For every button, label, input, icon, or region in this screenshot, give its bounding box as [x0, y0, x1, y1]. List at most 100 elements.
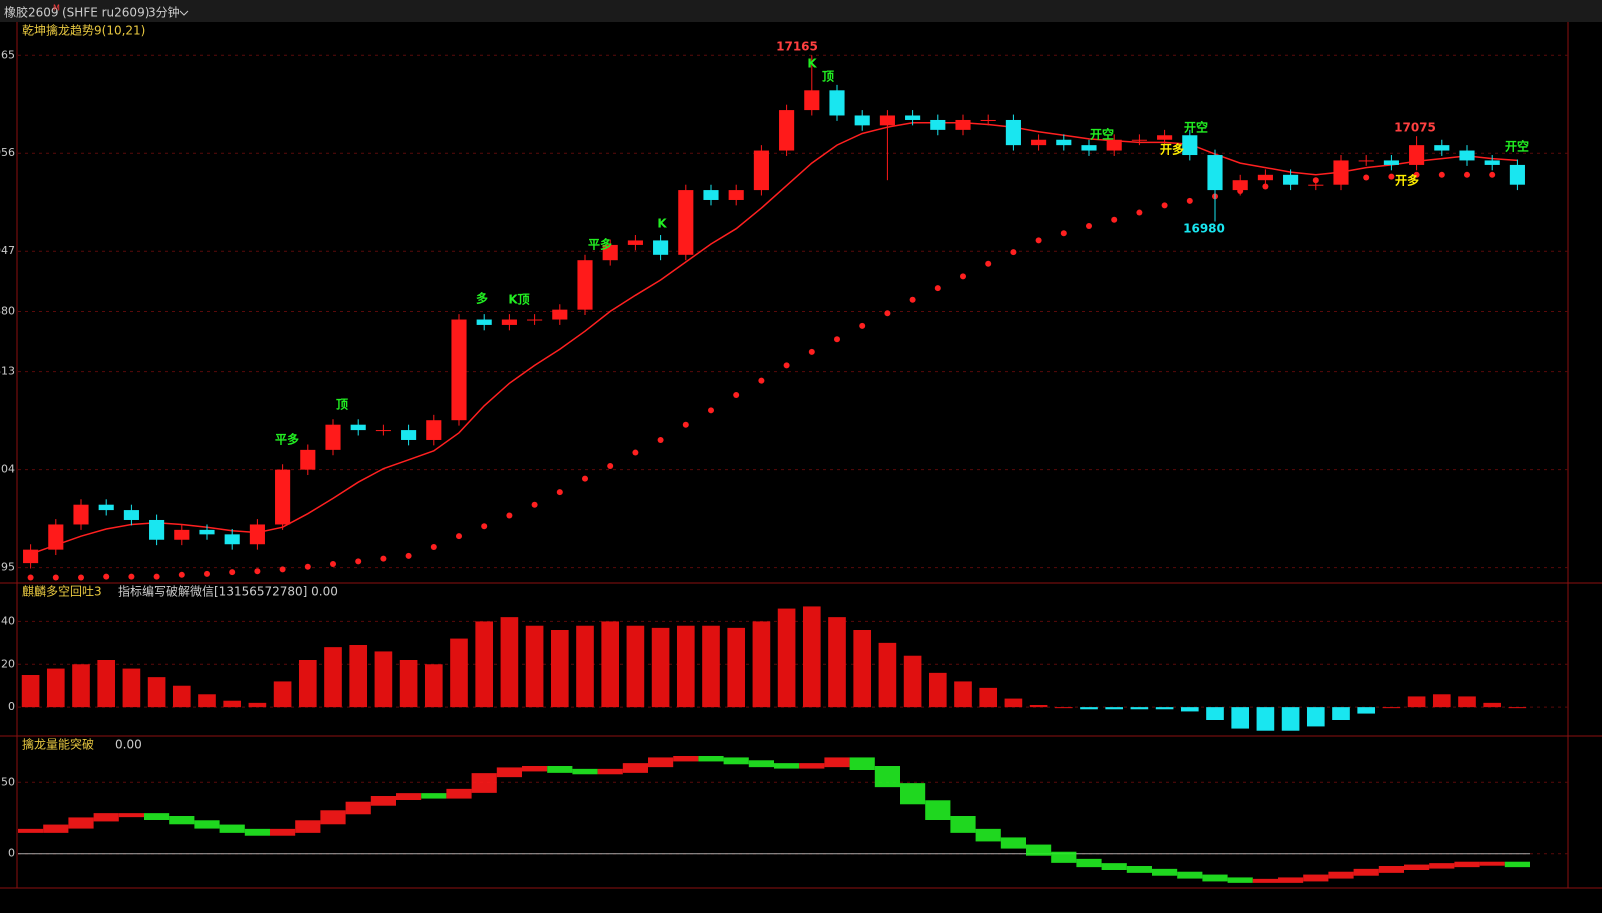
energy-step — [194, 820, 220, 829]
candle-body — [98, 504, 114, 511]
energy-step — [43, 824, 69, 833]
annotation: K顶 — [508, 293, 529, 307]
symbol-mark: M — [53, 4, 60, 13]
candle-body — [1509, 164, 1525, 185]
trend-dot — [128, 573, 135, 580]
trend-dot — [758, 377, 765, 384]
trend-dot — [52, 574, 59, 581]
annotation: 平多 — [588, 237, 612, 252]
trend-dot — [632, 449, 639, 456]
y-tick-label: 20 — [1, 657, 15, 670]
trend-dot — [204, 570, 210, 577]
histogram-bar — [1256, 707, 1275, 731]
histogram-bar — [979, 687, 998, 708]
energy-step — [1101, 863, 1127, 870]
histogram-bar — [1029, 705, 1048, 708]
histogram-bar — [21, 675, 40, 708]
energy-step — [1378, 866, 1404, 873]
candle-body — [1157, 135, 1173, 140]
period[interactable]: 3分钟 — [148, 5, 180, 20]
dropdown-arrow[interactable] — [179, 10, 189, 16]
histogram-bar — [903, 655, 922, 708]
energy-step — [774, 763, 800, 769]
energy-step — [471, 773, 497, 793]
candle-body — [1207, 155, 1223, 191]
candle-body — [1257, 174, 1273, 181]
candle-body — [249, 524, 265, 545]
candle-body — [1459, 150, 1475, 161]
energy-step — [1454, 861, 1480, 868]
energy-step — [446, 788, 472, 799]
energy-step — [270, 828, 296, 836]
trend-dot — [682, 421, 689, 428]
candle-body — [678, 190, 694, 255]
candle-body — [1232, 180, 1248, 191]
title-bar — [0, 0, 1602, 22]
energy-step — [824, 757, 850, 768]
trend-dot — [1161, 202, 1168, 209]
candle-body — [527, 319, 543, 321]
trend-dot — [481, 523, 488, 530]
trend-dot — [934, 285, 941, 292]
candle-body — [879, 115, 895, 126]
energy-step — [144, 813, 170, 820]
trend-dot — [859, 322, 866, 329]
y-tick-label: 947 — [0, 244, 15, 257]
histogram-bar — [147, 677, 166, 708]
trend-dot — [556, 489, 563, 496]
candle-body — [275, 469, 291, 525]
energy-step — [169, 816, 195, 825]
histogram-bar — [1382, 707, 1401, 709]
histogram-bar — [853, 630, 872, 708]
histogram-bar — [1483, 702, 1502, 708]
trend-dot — [27, 574, 34, 581]
histogram-bar — [702, 625, 720, 708]
energy-step — [1252, 878, 1278, 883]
histogram-bar — [97, 660, 116, 708]
candle-body — [653, 240, 669, 255]
energy-step — [295, 820, 321, 833]
annotation: 平多 — [275, 432, 299, 447]
energy-step — [1429, 863, 1455, 869]
trend-dot — [1186, 197, 1193, 204]
energy-step — [1202, 874, 1228, 882]
candle-body — [1484, 160, 1500, 165]
energy-step — [799, 763, 825, 769]
energy-step — [244, 828, 270, 836]
histogram-bar — [1130, 707, 1149, 710]
energy-step — [1353, 868, 1379, 876]
energy-step — [849, 757, 875, 770]
candle-body — [123, 510, 139, 520]
trend-dot — [607, 463, 614, 470]
trend-dot — [1489, 171, 1496, 178]
annotation: K — [807, 57, 817, 71]
annotation: 开多 — [1395, 173, 1419, 188]
energy-step — [597, 768, 623, 775]
histogram-bar — [576, 625, 594, 708]
candle-body — [300, 449, 316, 470]
energy-step — [1479, 861, 1505, 866]
histogram-bar — [752, 621, 771, 708]
candle-body — [804, 90, 820, 111]
symbol-code: (SHFE ru2609) — [62, 6, 149, 20]
histogram-bar — [122, 668, 141, 708]
histogram-bar — [954, 681, 972, 708]
histogram-bar — [198, 694, 216, 708]
candle-body — [955, 119, 971, 130]
histogram-bar — [1432, 694, 1451, 708]
energy-step — [1051, 851, 1077, 863]
symbol: 橡胶2609 — [4, 5, 59, 20]
candle-body — [73, 504, 89, 525]
trend-dot — [456, 533, 462, 540]
histogram-bar — [475, 621, 494, 708]
trend-dot — [355, 558, 362, 565]
y-tick-label: 056 — [0, 146, 15, 159]
energy-step — [900, 783, 926, 805]
annotation: 开空 — [1090, 127, 1114, 142]
energy-step — [1026, 844, 1052, 856]
histogram-bar — [1054, 707, 1073, 709]
candle-body — [1005, 119, 1021, 146]
energy-step — [1504, 861, 1530, 868]
